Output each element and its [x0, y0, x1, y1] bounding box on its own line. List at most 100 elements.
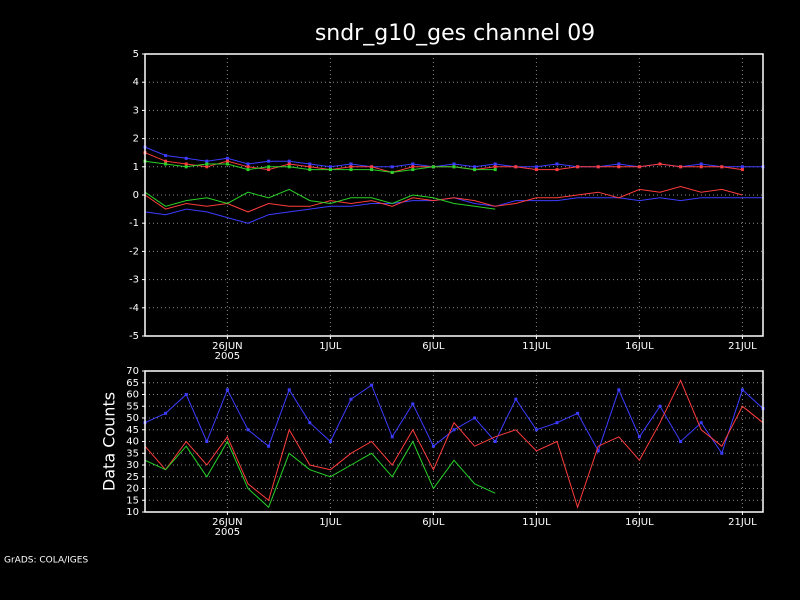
- y-tick-label: 60: [126, 390, 139, 401]
- point-marker: [555, 162, 559, 166]
- point-marker: [246, 168, 250, 172]
- point-marker: [740, 168, 744, 172]
- point-marker: [617, 162, 621, 166]
- point-marker: [287, 388, 291, 392]
- x-tick-label: 26JUN: [212, 341, 242, 352]
- point-marker: [308, 168, 312, 172]
- point-marker: [493, 440, 497, 443]
- y-tick-label: -5: [129, 331, 139, 342]
- x-sublabel: 2005: [215, 527, 240, 538]
- y-tick-label: 1: [133, 162, 139, 173]
- point-marker: [225, 388, 229, 392]
- y-tick-label: 10: [126, 507, 139, 518]
- point-marker: [370, 165, 374, 169]
- x-tick-label: 6JUL: [422, 517, 445, 528]
- point-marker: [740, 165, 744, 169]
- x-tick-label: 21JUL: [728, 517, 757, 528]
- point-marker: [452, 162, 456, 166]
- point-marker: [720, 165, 724, 169]
- point-marker: [267, 165, 271, 169]
- y-tick-label: 5: [133, 49, 139, 60]
- point-marker: [184, 165, 188, 169]
- point-marker: [308, 165, 312, 169]
- point-marker: [349, 165, 353, 169]
- point-marker: [205, 165, 209, 169]
- point-marker: [328, 168, 332, 172]
- point-marker: [205, 159, 209, 163]
- point-marker: [349, 162, 353, 166]
- x-tick-label: 11JUL: [522, 517, 551, 528]
- point-marker: [328, 440, 332, 443]
- point-marker: [267, 168, 271, 172]
- point-marker: [328, 165, 332, 169]
- point-marker: [411, 402, 415, 406]
- point-marker: [514, 165, 518, 169]
- point-marker: [184, 162, 188, 166]
- y-tick-label: 45: [126, 425, 139, 436]
- x-tick-label: 21JUL: [728, 341, 757, 352]
- point-marker: [658, 404, 662, 408]
- point-marker: [370, 383, 374, 387]
- point-marker: [164, 154, 168, 158]
- point-marker: [308, 421, 312, 425]
- point-marker: [390, 165, 394, 169]
- x-tick-label: 11JUL: [522, 341, 551, 352]
- point-marker: [225, 159, 229, 163]
- point-marker: [576, 165, 580, 169]
- y-tick-label: 70: [126, 366, 139, 377]
- x-tick-label: 1JUL: [319, 517, 342, 528]
- point-marker: [576, 411, 580, 415]
- series-line: [144, 379, 764, 509]
- point-marker: [246, 162, 250, 166]
- point-marker: [514, 397, 518, 401]
- point-marker: [287, 165, 291, 169]
- point-marker: [246, 428, 250, 432]
- y-tick-label: 15: [126, 495, 139, 506]
- point-marker: [473, 168, 477, 172]
- x-tick-label: 6JUL: [422, 341, 445, 352]
- point-marker: [617, 388, 621, 392]
- x-tick-label: 16JUL: [625, 341, 654, 352]
- point-marker: [699, 162, 703, 166]
- point-marker: [493, 162, 497, 166]
- y-tick-label: 2: [133, 134, 139, 145]
- point-marker: [596, 165, 600, 169]
- point-marker: [596, 449, 600, 453]
- point-marker: [287, 159, 291, 163]
- point-marker: [679, 165, 683, 169]
- point-marker: [390, 435, 394, 439]
- point-marker: [555, 168, 559, 172]
- point-marker: [699, 421, 703, 425]
- y-tick-label: 40: [126, 437, 139, 448]
- chart-title: sndr_g10_ges channel 09: [315, 21, 595, 46]
- y-tick-label: 55: [126, 401, 139, 412]
- point-marker: [452, 165, 456, 169]
- point-marker: [246, 165, 250, 169]
- point-marker: [473, 165, 477, 169]
- point-marker: [493, 168, 497, 172]
- series-line: [144, 160, 496, 173]
- point-marker: [534, 428, 538, 432]
- y-tick-label: 25: [126, 472, 139, 483]
- point-marker: [534, 168, 538, 172]
- y-tick-label: -2: [129, 246, 139, 257]
- footer: GrADS: COLA/IGES: [4, 556, 88, 566]
- point-marker: [431, 165, 435, 169]
- point-marker: [740, 388, 744, 392]
- point-marker: [452, 428, 456, 432]
- point-marker: [699, 165, 703, 169]
- y-tick-label: 30: [126, 460, 139, 471]
- point-marker: [431, 444, 435, 448]
- point-marker: [164, 162, 168, 166]
- point-marker: [225, 156, 229, 160]
- plot-frame: [144, 53, 764, 337]
- point-marker: [658, 162, 662, 166]
- y-tick-label: 0: [133, 190, 139, 201]
- y-tick-label: -1: [129, 218, 139, 229]
- series-line: [144, 188, 496, 210]
- point-marker: [390, 170, 394, 174]
- point-marker: [411, 165, 415, 169]
